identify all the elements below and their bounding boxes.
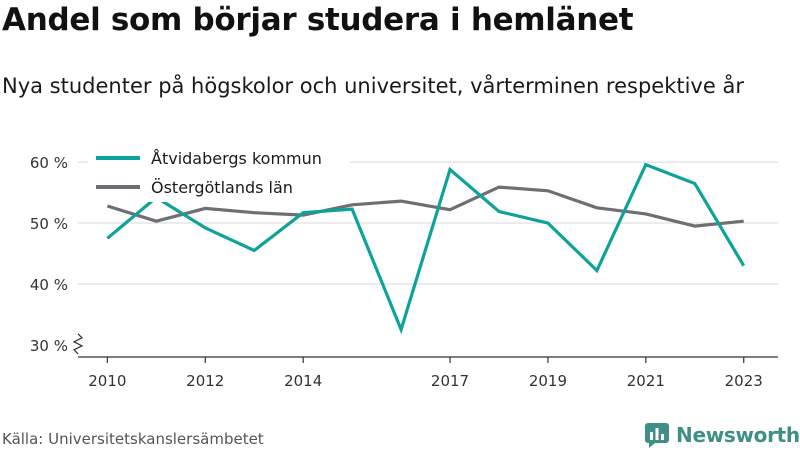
y-tick-label: 50 % <box>30 215 68 233</box>
x-tick-label: 2023 <box>725 372 763 390</box>
source-note: Källa: Universitetskanslersämbetet <box>2 430 264 448</box>
series-line-atvidaberg <box>106 162 746 335</box>
y-tick-label: 30 % <box>30 337 68 355</box>
x-tick-label: 2010 <box>88 372 126 390</box>
x-tick-label: 2021 <box>627 372 665 390</box>
chart-title: Andel som börjar studera i hemlänet <box>2 2 634 38</box>
x-tick-label: 2019 <box>529 372 567 390</box>
legend-background <box>88 144 350 202</box>
series-lines <box>106 162 746 335</box>
legend: Åtvidabergs kommun Östergötlands län <box>88 144 350 202</box>
newsworthy-logo-icon <box>645 423 669 448</box>
x-tick-label: 2014 <box>284 372 322 390</box>
brand-logo: Newsworthy <box>644 420 800 450</box>
chart-subtitle: Nya studenter på högskolor och universit… <box>2 74 744 98</box>
y-tick-label: 40 % <box>30 276 68 294</box>
x-tick-label: 2012 <box>186 372 224 390</box>
axes: 30 % 40 % 50 % 60 % 2010 2012 2014 2017 2019 2021… <box>30 154 778 390</box>
series-line-ostergotland <box>106 185 744 228</box>
x-tick-label: 2017 <box>431 372 469 390</box>
legend-label: Östergötlands län <box>151 178 293 197</box>
legend-label: Åtvidabergs kommun <box>151 149 322 168</box>
y-axis-break-icon <box>72 333 84 355</box>
y-tick-label: 60 % <box>30 154 68 172</box>
brand-name: Newsworthy <box>676 423 800 447</box>
